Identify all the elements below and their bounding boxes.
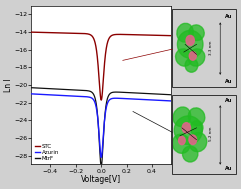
Circle shape	[179, 136, 185, 145]
Ellipse shape	[173, 107, 191, 126]
X-axis label: Voltage[V]: Voltage[V]	[81, 175, 121, 184]
Circle shape	[189, 135, 197, 145]
Text: Au: Au	[225, 79, 232, 84]
Circle shape	[182, 123, 191, 133]
Ellipse shape	[182, 146, 198, 162]
Ellipse shape	[189, 25, 204, 40]
Text: 3.3 nm: 3.3 nm	[209, 41, 213, 55]
Ellipse shape	[176, 49, 192, 66]
Ellipse shape	[174, 116, 202, 145]
Ellipse shape	[190, 121, 203, 135]
Ellipse shape	[185, 58, 198, 72]
Ellipse shape	[177, 30, 203, 58]
Circle shape	[189, 52, 196, 60]
Circle shape	[186, 35, 194, 46]
Legend: STC, Azurin, MtrF: STC, Azurin, MtrF	[34, 144, 60, 162]
Ellipse shape	[189, 132, 207, 152]
Text: Au: Au	[225, 98, 232, 103]
Ellipse shape	[188, 108, 205, 125]
Ellipse shape	[172, 134, 190, 153]
Text: 5.2 nm: 5.2 nm	[209, 127, 213, 141]
Text: Au: Au	[225, 167, 232, 171]
Ellipse shape	[188, 49, 205, 66]
Y-axis label: Ln I: Ln I	[4, 78, 13, 92]
Text: Au: Au	[225, 14, 232, 19]
Ellipse shape	[177, 23, 193, 42]
